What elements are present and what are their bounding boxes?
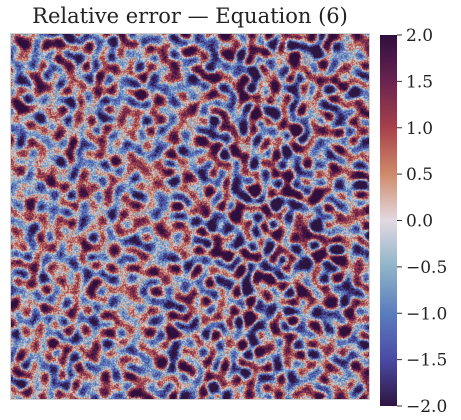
colorbar-tick-label: −1.5 [406,351,447,371]
colorbar-tick-label: −0.5 [406,258,447,278]
colorbar: 2.0 1.5 1.0 0.5 0.0 −0.5 −1.0 −1.5 −2.0 [380,26,447,417]
colorbar-ticks: 2.0 1.5 1.0 0.5 0.0 −0.5 −1.0 −1.5 −2.0 [397,26,447,417]
colorbar-gradient [380,35,397,406]
colorbar-tick-label: 0.0 [406,212,433,232]
colorbar-tick-label: 2.0 [406,26,433,46]
colorbar-tick-label: −1.0 [406,304,447,324]
chart-title: Relative error — Equation (6) [32,4,348,28]
colorbar-tick-label: 1.5 [406,72,433,92]
colorbar-tick-label: 0.5 [406,165,433,185]
heatmap-plot-area [10,33,370,400]
colorbar-tick-label: −2.0 [406,397,447,417]
heatmap-canvas [11,34,369,399]
colorbar-tick-label: 1.0 [406,119,433,139]
